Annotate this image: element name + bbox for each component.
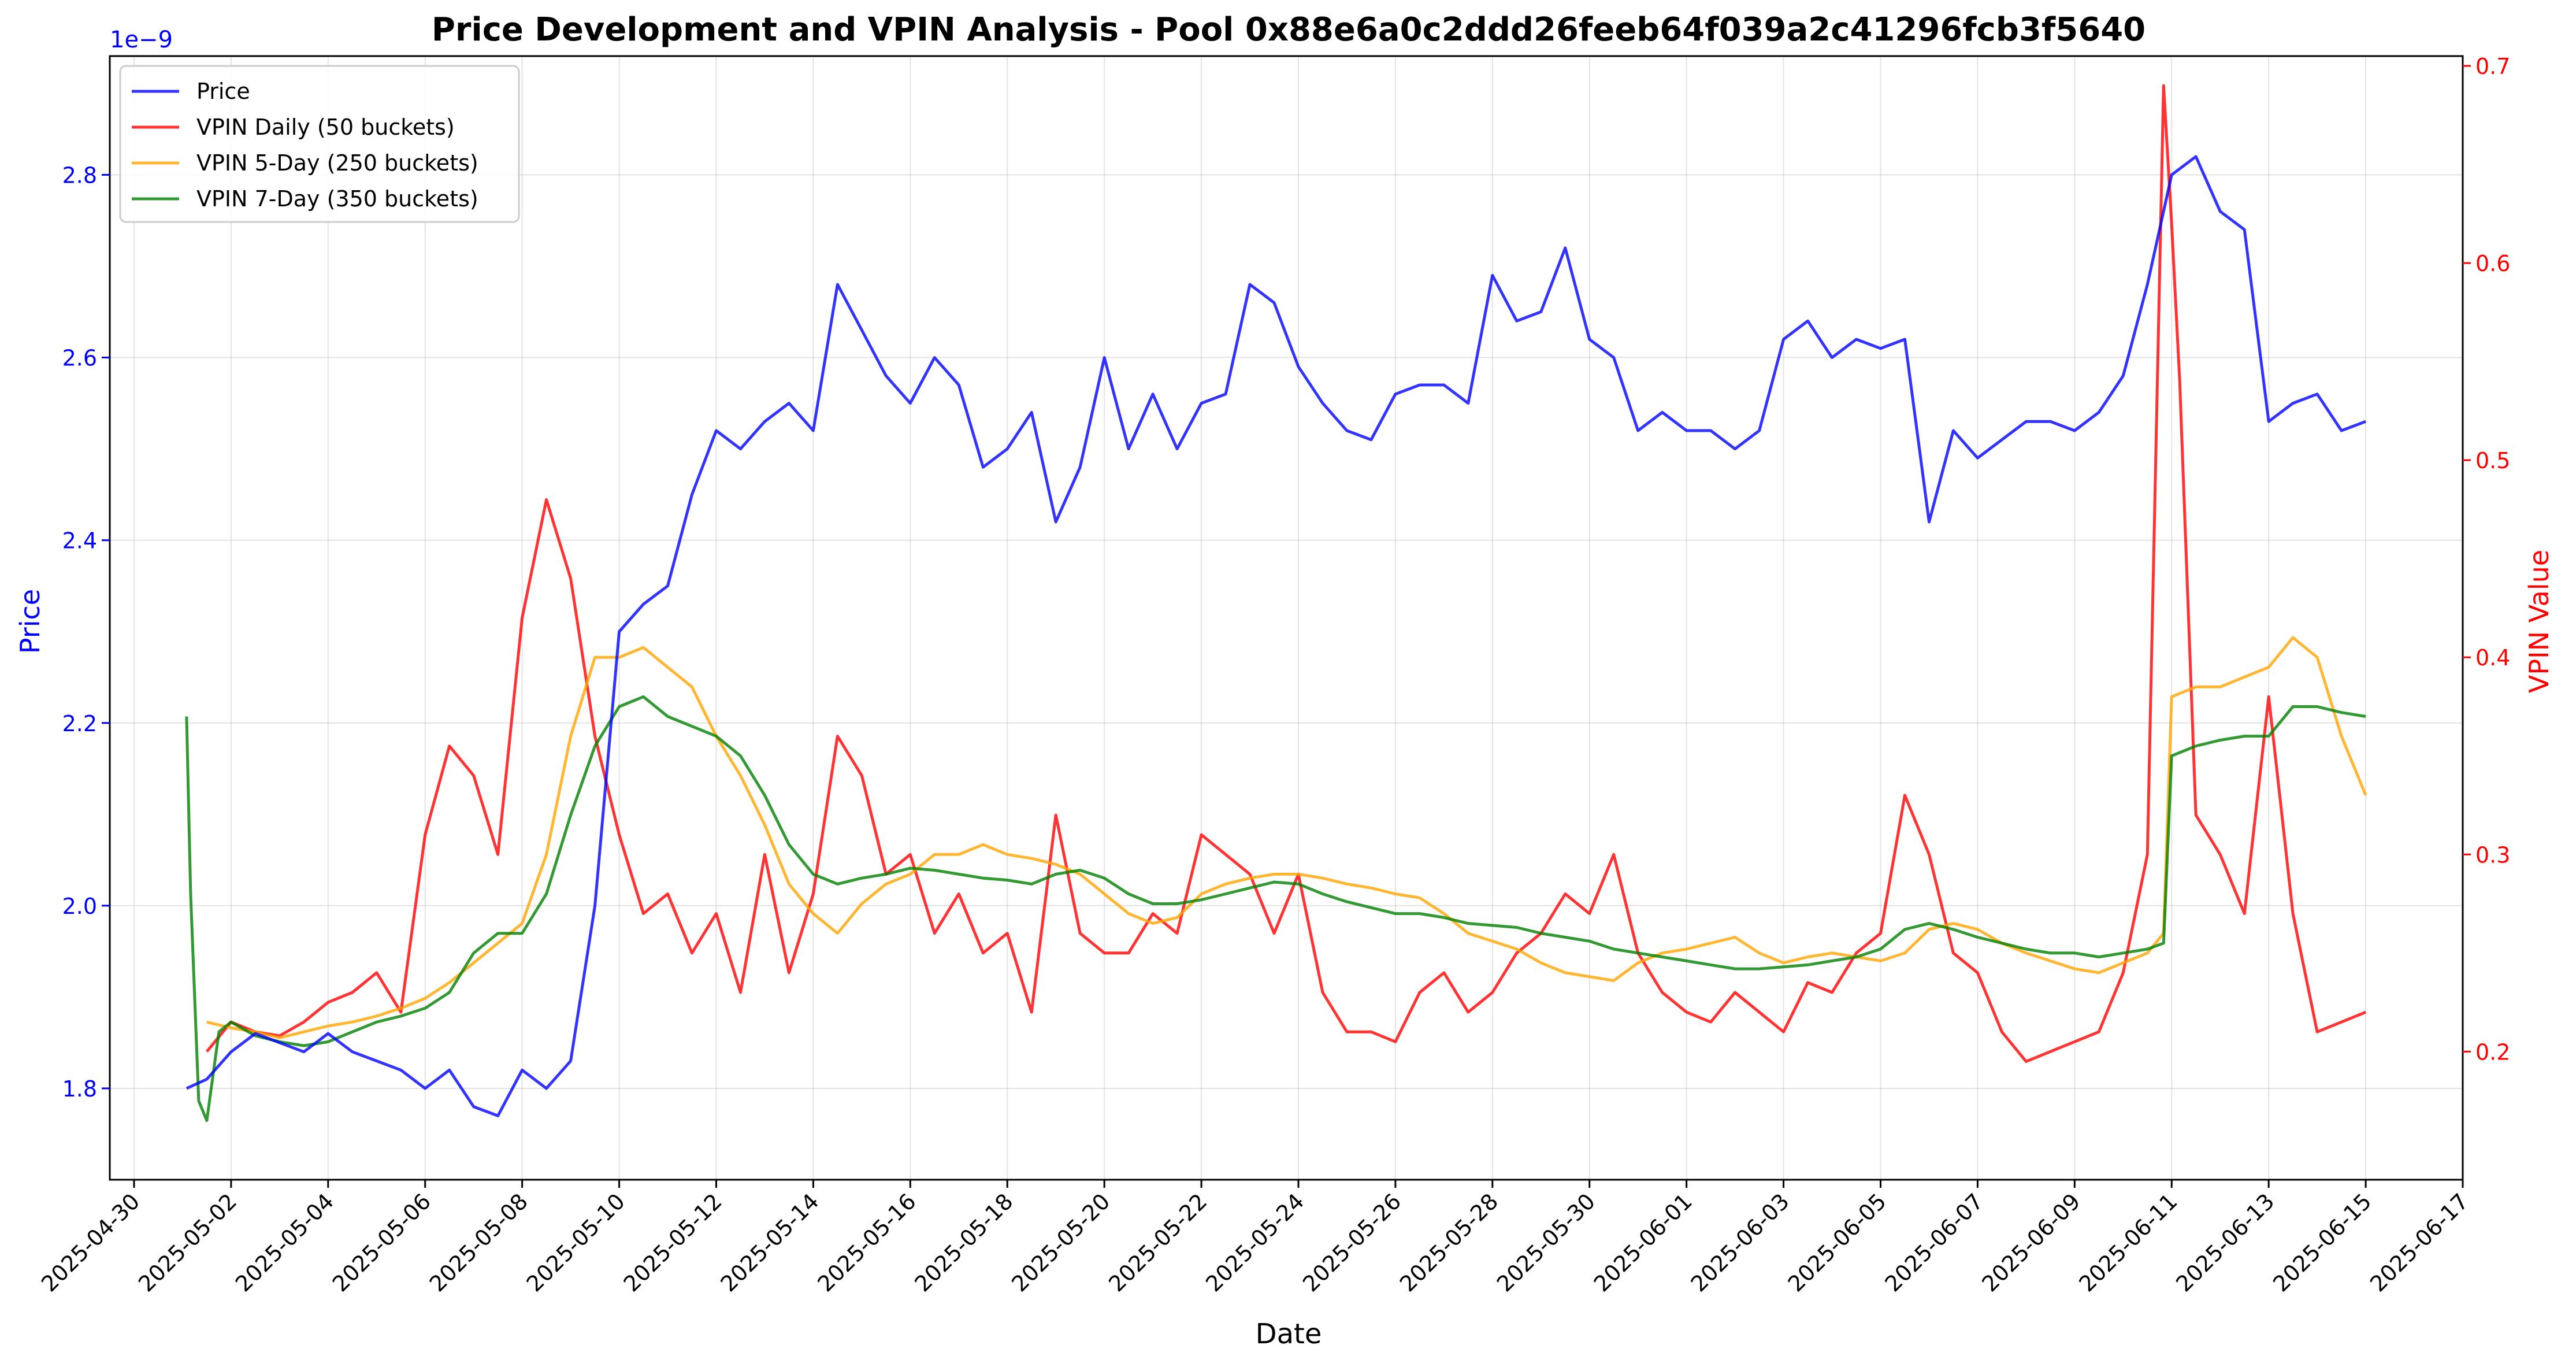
legend-label-2: VPIN 5-Day (250 buckets) — [196, 150, 478, 176]
y-axis-label-left: Price — [14, 589, 46, 654]
legend-label-0: Price — [196, 79, 250, 104]
y-left-tick-label: 2.2 — [62, 711, 97, 736]
y-left-tick-label: 1.8 — [62, 1076, 97, 1102]
y-right-tick-label: 0.3 — [2475, 842, 2510, 868]
legend-label-1: VPIN Daily (50 buckets) — [196, 114, 455, 140]
series-line-2 — [206, 636, 2367, 1039]
x-axis-label: Date — [1256, 1318, 1322, 1350]
legend: Price VPIN Daily (50 buckets) VPIN 5-Day (… — [119, 65, 520, 223]
series-line-1 — [205, 84, 2367, 1063]
y-right-tick-label: 0.2 — [2475, 1039, 2510, 1065]
y-axis-left: 1.8 2.0 2.2 2.4 2.6 2.8 — [62, 162, 110, 1102]
y-right-tick-label: 0.5 — [2475, 448, 2510, 473]
y-left-tick-label: 2.0 — [62, 894, 97, 919]
y-axis-label-right: VPIN Value — [2523, 550, 2555, 693]
y-left-tick-label: 2.8 — [62, 162, 97, 188]
series-line-3 — [185, 695, 2366, 1123]
y-right-tick-label: 0.6 — [2475, 251, 2510, 276]
y-right-tick-label: 0.4 — [2475, 645, 2510, 670]
legend-box — [119, 65, 520, 223]
y-left-tick-label: 2.4 — [62, 528, 97, 554]
chart-title: Price Development and VPIN Analysis - Po… — [432, 11, 2146, 49]
legend-label-3: VPIN 7-Day (350 buckets) — [196, 186, 478, 212]
grid — [110, 56, 2463, 1180]
plot-frame — [109, 55, 2464, 1181]
plot-lines — [185, 84, 2367, 1123]
series-line-0 — [185, 155, 2366, 1117]
left-axis-multiplier: 1e−9 — [110, 27, 173, 53]
y-axis-right: 0.2 0.3 0.4 0.5 0.6 0.7 — [2463, 54, 2510, 1065]
y-left-tick-label: 2.6 — [62, 346, 97, 371]
y-right-tick-label: 0.7 — [2475, 54, 2510, 79]
